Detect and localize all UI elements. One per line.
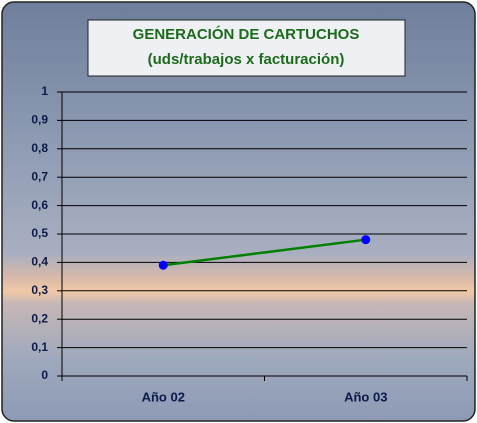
y-tick-label: 0,5 <box>31 226 48 240</box>
y-tick-label: 1 <box>41 84 48 98</box>
chart-title: GENERACIÓN DE CARTUCHOS <box>133 25 360 43</box>
x-tick-label: Año 03 <box>344 389 387 404</box>
y-tick-label: 0,2 <box>31 311 48 325</box>
y-tick-label: 0,9 <box>31 113 48 127</box>
y-tick-label: 0,7 <box>31 169 48 183</box>
y-tick-label: 0,1 <box>31 340 48 354</box>
y-tick-label: 0 <box>41 368 48 382</box>
y-tick-label: 0,3 <box>31 283 48 297</box>
y-tick-label: 0,4 <box>31 255 48 269</box>
chart-subtitle: (uds/trabajos x facturación) <box>148 51 345 68</box>
data-marker <box>158 260 168 270</box>
y-tick-label: 0,8 <box>31 141 48 155</box>
title-box <box>87 19 406 77</box>
y-tick-label: 0,6 <box>31 198 48 212</box>
data-marker <box>361 235 371 245</box>
x-tick-label: Año 02 <box>142 389 185 404</box>
data-line <box>163 238 366 267</box>
